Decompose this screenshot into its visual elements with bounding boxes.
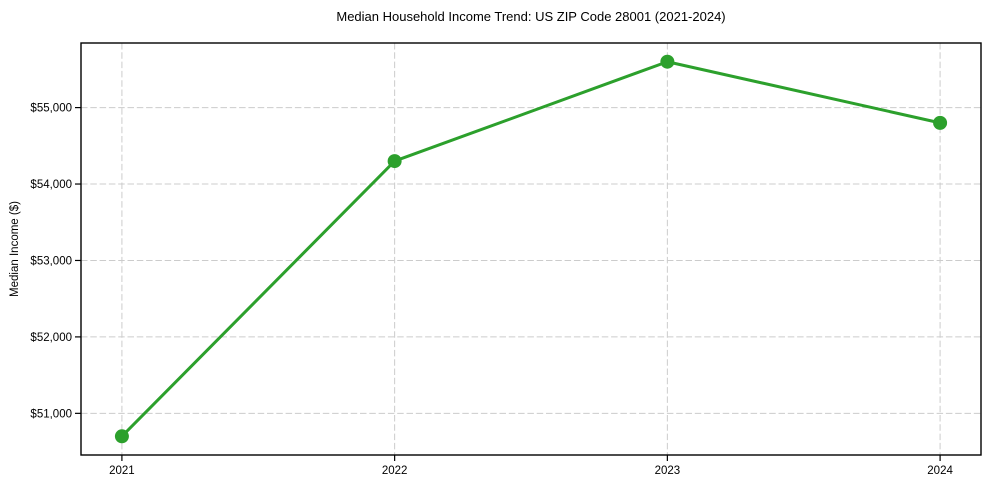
trend-line (120, 60, 942, 438)
y-tick-label: $52,000 (30, 332, 72, 344)
plot-border (80, 42, 982, 456)
y-tick-label: $54,000 (30, 179, 72, 191)
data-point-marker (114, 429, 129, 444)
data-point-marker (660, 54, 675, 69)
x-tick-label: 2024 (927, 465, 953, 477)
x-tick-label: 2023 (655, 465, 681, 477)
x-tick-label: 2022 (382, 465, 408, 477)
chart-title: Median Household Income Trend: US ZIP Co… (336, 9, 726, 24)
data-point-marker (933, 115, 948, 130)
data-point-marker (387, 154, 402, 169)
x-tick-label: 2021 (109, 465, 135, 477)
y-tick-label: $51,000 (30, 408, 72, 420)
y-tick-label: $55,000 (30, 103, 72, 115)
y-tick-label: $53,000 (30, 255, 72, 267)
